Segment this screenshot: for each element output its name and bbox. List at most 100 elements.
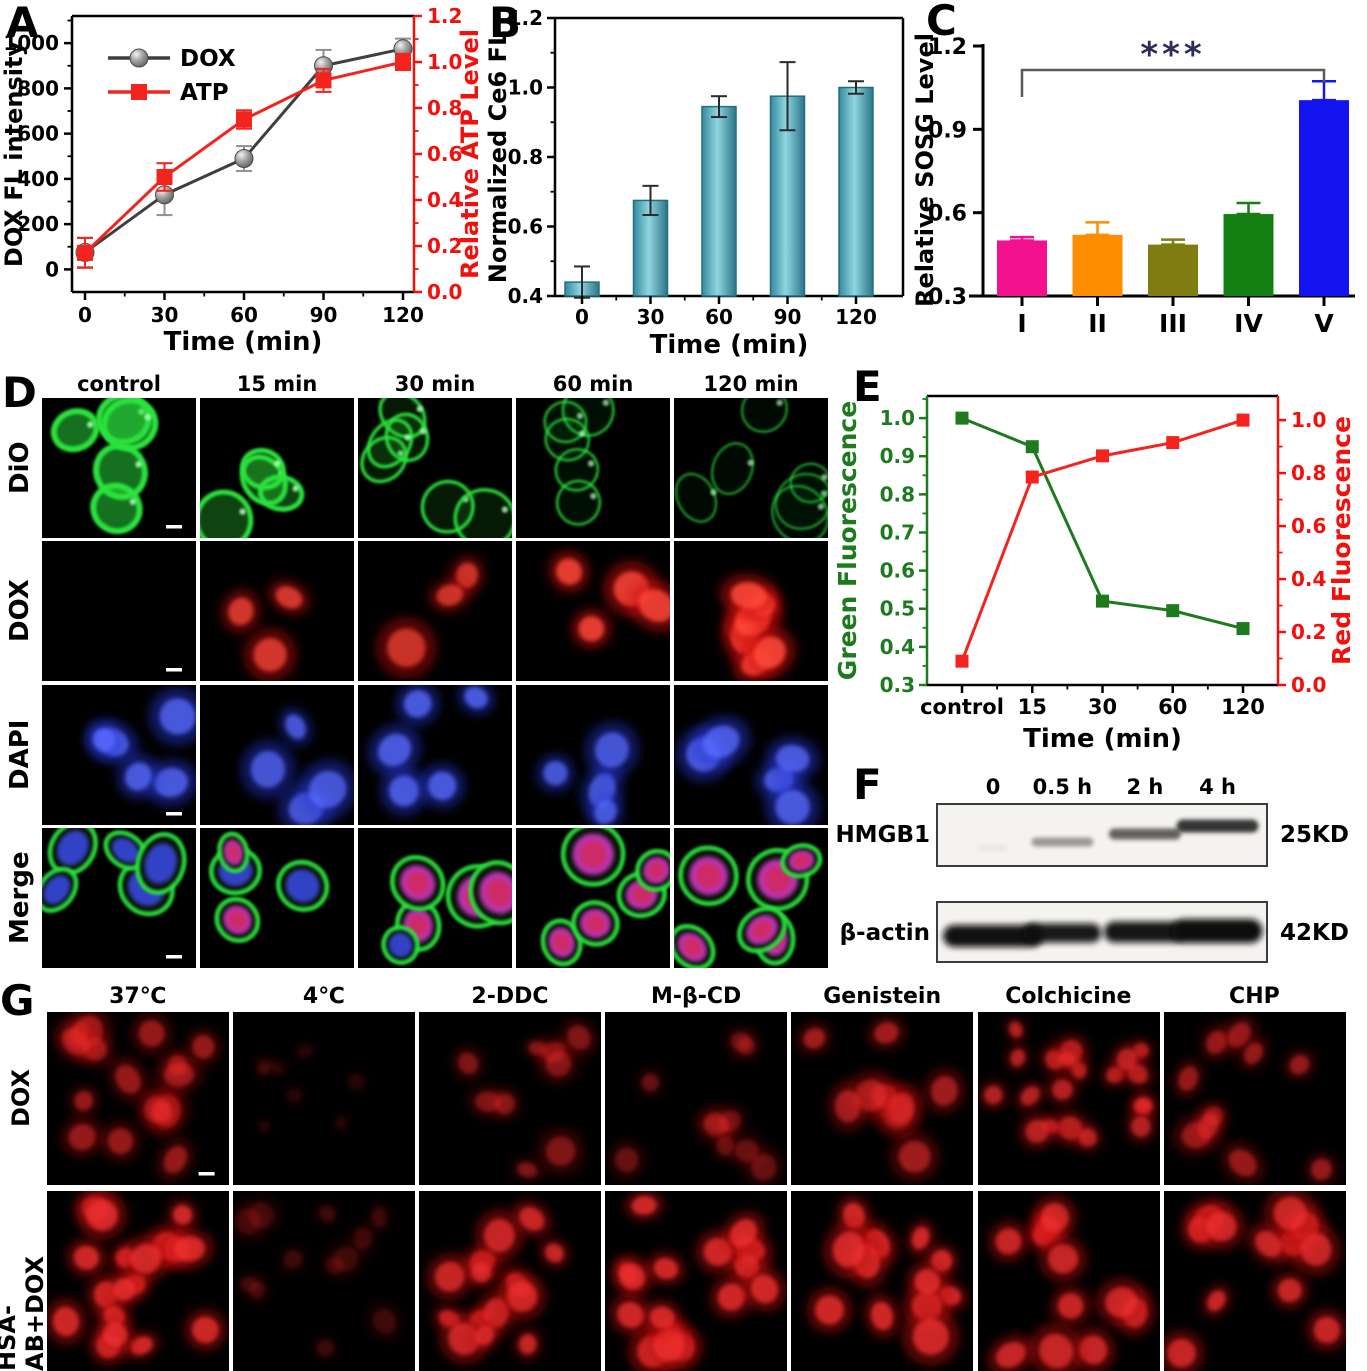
- band: [1176, 819, 1259, 833]
- marker: [955, 411, 969, 425]
- d-column-header: 15 min: [236, 372, 318, 396]
- scale-bar: [166, 811, 182, 816]
- y-tick-label: 1.2: [508, 6, 543, 30]
- micro-tile-g-0-2: [419, 1012, 602, 1185]
- micro-tile-dapi-3: [516, 684, 670, 825]
- y-tick-label: 0.8: [508, 145, 543, 169]
- g-column-header: Genistein: [823, 984, 942, 1009]
- left-tick-label: 0.5: [880, 597, 915, 621]
- x-axis: control 15 30 60 120 Time (min): [920, 685, 1265, 754]
- micro-tile-merge-0: [42, 828, 196, 969]
- left-tick-label: 0: [45, 257, 59, 281]
- left-tick-label: 400: [17, 167, 59, 191]
- blot-hmgb1: HMGB1 25KD: [835, 803, 1349, 867]
- micro-tile-g-1-3: [605, 1191, 788, 1371]
- micro-tile-merge-2: [358, 828, 512, 969]
- right-tick-label: 1.0: [427, 50, 462, 74]
- x-axis-title: Time (min): [1023, 724, 1182, 754]
- micro-tile-g-0-6: [1163, 1012, 1346, 1185]
- y-tick-label: 1.0: [508, 76, 543, 100]
- micro-tile-dapi-0: [42, 684, 196, 825]
- x-tick-label: 0: [78, 303, 92, 327]
- bar: [632, 199, 669, 297]
- right-tick-label: 1.2: [427, 4, 462, 28]
- y-tick-label: 0.4: [508, 284, 543, 308]
- y-tick-label: 1.2: [928, 35, 967, 60]
- x-tick-label: 60: [705, 305, 733, 329]
- x-tick-label: 120: [1221, 695, 1265, 719]
- g-column-header: CHP: [1229, 984, 1280, 1009]
- marker: [1096, 449, 1109, 463]
- y-tick-label: 0.6: [928, 202, 967, 227]
- x-tick-label: I: [1017, 309, 1026, 338]
- micro-tile-g-0-4: [791, 1012, 974, 1185]
- atp-marker: [156, 169, 173, 185]
- right-tick-label: 0.4: [1291, 567, 1326, 591]
- micro-tile-dapi-2: [358, 684, 512, 825]
- micro-tile-g-0-3: [605, 1012, 788, 1185]
- right-tick-label: 0.4: [427, 188, 462, 212]
- panel-f-blot: 0 0.5 h 2 h 4 h HMGB1 25KD β-actin 42KD: [835, 775, 1349, 963]
- panel-label-a: A: [6, 0, 39, 47]
- left-tick-label: 0.9: [880, 444, 915, 468]
- right-tick-label: 1.0: [1291, 408, 1326, 432]
- band: [943, 925, 1044, 947]
- marker: [1236, 622, 1250, 636]
- d-column-header: 30 min: [394, 372, 476, 396]
- band: [1103, 921, 1186, 943]
- atp-marker: [315, 72, 332, 89]
- micro-tile-dox-2: [358, 541, 512, 682]
- scale-bar: [166, 525, 182, 529]
- bar: [1148, 244, 1198, 296]
- band: [1031, 837, 1094, 847]
- atp-marker: [236, 111, 252, 128]
- right-tick-label: 0.8: [1291, 461, 1326, 485]
- micro-tile-g-0-5: [977, 1012, 1160, 1185]
- y-axis-title: Relative SOSG Level: [911, 33, 939, 307]
- d-column-header: 120 min: [703, 372, 799, 396]
- band: [1023, 923, 1102, 943]
- x-tick-label: 120: [835, 305, 877, 329]
- marker: [955, 654, 969, 668]
- micro-tile-dox-3: [516, 541, 670, 682]
- panel-label-b: B: [489, 0, 522, 47]
- x-tick-label: 60: [1158, 695, 1187, 719]
- band: [1108, 828, 1181, 840]
- marker: [1166, 604, 1180, 618]
- left-tick-label: 0.4: [880, 635, 915, 659]
- right-tick-label: 0.6: [427, 142, 462, 166]
- left-axis: 0.3 0.4 0.5 0.6 0.7 0.8 0.9 1.0 Green Fluorescen…: [833, 398, 927, 697]
- protein-label: β-actin: [840, 920, 930, 946]
- x-tick-label: IV: [1234, 309, 1263, 338]
- left-tick-label: 600: [17, 122, 59, 146]
- micro-tile-g-1-1: [233, 1191, 416, 1371]
- micro-tile-dio-4: [674, 398, 828, 538]
- legend: DOX ATP: [108, 46, 236, 106]
- size-label: 25KD: [1280, 822, 1349, 848]
- g-column-header: 37℃: [109, 984, 167, 1009]
- panel-label-d: D: [2, 368, 37, 417]
- micro-tile-dio-3: [516, 398, 670, 538]
- marker: [1166, 436, 1180, 450]
- bars: [564, 61, 874, 299]
- micro-tile-dio-1: [200, 398, 354, 538]
- d-column-header: 60 min: [552, 372, 634, 396]
- x-tick-label: 30: [151, 303, 179, 327]
- d-column-header: control: [77, 372, 161, 396]
- left-tick-label: 0.6: [880, 559, 915, 583]
- right-axis-title: Red Fluorescence: [1327, 416, 1356, 665]
- significance-stars: ***: [1140, 35, 1205, 75]
- y-tick-label: 0.9: [928, 118, 967, 143]
- x-axis: 0 30 60 90 120 Time (min): [78, 292, 424, 357]
- blot-actin: β-actin 42KD: [840, 901, 1349, 963]
- micro-tile-g-1-4: [791, 1191, 974, 1371]
- g-row-label-1: HSA-AB+DOX: [0, 1256, 49, 1371]
- x-tick-label: V: [1314, 309, 1334, 338]
- bar: [838, 86, 874, 297]
